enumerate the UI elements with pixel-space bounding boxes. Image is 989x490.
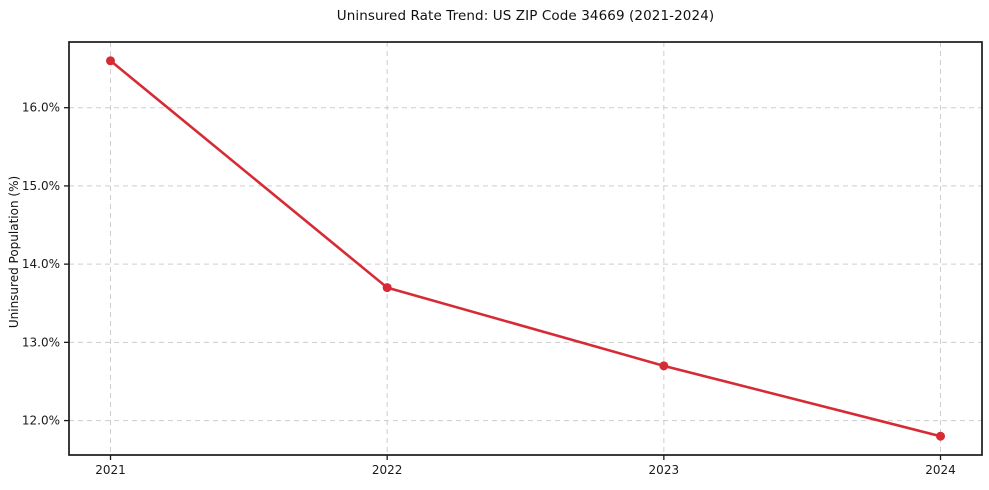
data-point	[936, 431, 945, 441]
x-tick-label: 2024	[925, 463, 956, 477]
y-tick-label: 15.0%	[22, 179, 60, 193]
data-point	[106, 56, 115, 66]
trend-line	[109, 59, 942, 438]
x-tick-label: 2021	[95, 463, 126, 477]
chart-title: Uninsured Rate Trend: US ZIP Code 34669 …	[336, 8, 715, 24]
y-tick-label: 14.0%	[22, 257, 60, 271]
y-tick-label: 16.0%	[22, 101, 60, 115]
x-tick-label: 2022	[372, 463, 403, 477]
data-point	[659, 361, 669, 371]
data-point	[382, 283, 392, 293]
y-tick-label: 13.0%	[22, 335, 60, 349]
x-tick-label: 2023	[649, 463, 680, 477]
y-tick-label: 12.0%	[22, 414, 60, 428]
plot-frame	[68, 41, 983, 456]
